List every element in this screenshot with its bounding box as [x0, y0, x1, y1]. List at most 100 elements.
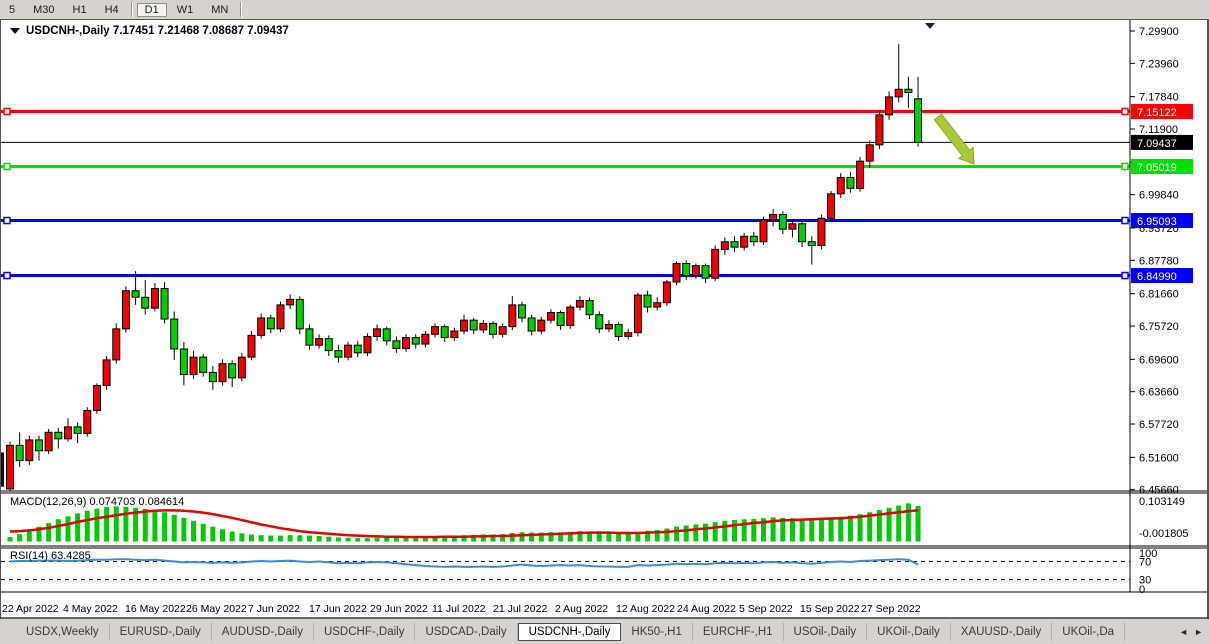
candle-body	[334, 350, 343, 358]
candle	[170, 311, 179, 360]
macd-bar	[258, 535, 264, 542]
macd-signal-line	[9, 509, 919, 539]
tab-usdcnh-daily[interactable]: USDCNH-,Daily	[517, 622, 622, 641]
candle-body	[218, 363, 227, 383]
macd-bar	[905, 503, 911, 542]
candle-body	[373, 328, 382, 337]
candle-body	[73, 426, 82, 434]
price-axis-label: 6.87780	[1139, 255, 1179, 267]
tab-usdcad-daily[interactable]: USDCAD-,Daily	[415, 622, 518, 641]
candle-body	[807, 241, 816, 247]
macd-bar	[413, 537, 419, 542]
macd-bar	[384, 537, 390, 542]
candle	[373, 324, 382, 341]
candle	[344, 341, 353, 361]
down-arrow-annotation[interactable]	[933, 113, 975, 165]
candle	[363, 333, 372, 357]
candle	[730, 236, 739, 253]
symbol-dropdown-icon[interactable]	[10, 28, 20, 34]
candle-body	[508, 304, 517, 328]
timeframe-button-m30[interactable]: M30	[33, 3, 55, 16]
timeframe-button-5[interactable]: 5	[9, 3, 16, 16]
macd-bar	[306, 535, 312, 542]
macd-bar	[268, 535, 274, 542]
tab-ukoil-daily[interactable]: UKOil-,Daily	[867, 622, 951, 641]
tab-ukoil-da[interactable]: UKOil-,Da	[1052, 622, 1126, 641]
macd-bar	[799, 518, 805, 542]
hline-handle[interactable]	[3, 271, 11, 280]
date-axis-label: 11 Jul 2022	[432, 603, 486, 615]
macd-bar	[654, 530, 660, 542]
candle-body	[865, 144, 874, 162]
price-badge-bg	[1131, 134, 1193, 150]
candle-body	[15, 444, 24, 462]
tab-scroll-left-icon[interactable]: ◄	[1179, 626, 1189, 637]
candle-body	[460, 319, 469, 332]
macd-bar	[123, 506, 129, 542]
tab-usoil-daily[interactable]: USOil-,Daily	[784, 622, 868, 641]
macd-bar	[896, 505, 902, 542]
tab-xauusd-daily[interactable]: XAUUSD-,Daily	[951, 622, 1053, 641]
candle	[353, 340, 362, 358]
candle-body	[517, 304, 526, 319]
candle-body	[595, 314, 604, 330]
candle-body	[353, 344, 362, 354]
hline-handle[interactable]	[1121, 216, 1129, 225]
candle	[218, 359, 227, 386]
tab-eurusd-daily[interactable]: EURUSD-,Daily	[110, 622, 212, 641]
candle	[450, 327, 459, 341]
candle	[324, 335, 333, 357]
candle-body	[431, 326, 440, 335]
tab-usdchf-daily[interactable]: USDCHF-,Daily	[314, 622, 416, 641]
price-badge: 6.95093	[1131, 213, 1193, 229]
candle	[25, 435, 34, 465]
macd-bar	[828, 518, 834, 542]
tab-scroll-right-icon[interactable]: ►	[1194, 626, 1203, 637]
candle-body	[6, 444, 14, 490]
timeframe-button-w1[interactable]: W1	[176, 3, 194, 16]
macd-bar	[26, 530, 32, 542]
hline-handle[interactable]	[3, 216, 11, 225]
macd-bar	[432, 536, 438, 542]
macd-bar	[171, 514, 177, 542]
tab-audusd-daily[interactable]: AUDUSD-,Daily	[212, 622, 314, 641]
tab-eurchf-h1[interactable]: EURCHF-,H1	[693, 622, 784, 641]
hline-handle[interactable]	[3, 162, 11, 171]
candle	[276, 301, 285, 333]
hline-handle[interactable]	[1121, 271, 1129, 280]
candle-body	[817, 217, 826, 247]
macd-bar	[712, 522, 718, 542]
candle-body	[711, 248, 720, 279]
candle	[662, 279, 671, 306]
candle	[83, 407, 92, 437]
macd-axis-label: 0.103149	[1139, 496, 1185, 508]
tab-usdx-weekly[interactable]: USDX,Weekly	[16, 622, 110, 641]
hline-handle[interactable]	[3, 107, 11, 116]
candle	[836, 173, 845, 199]
macd-bar	[886, 507, 892, 542]
toolbar-separator	[130, 2, 133, 17]
timeframe-button-h1[interactable]: H1	[72, 3, 87, 16]
candle	[759, 216, 768, 245]
candle	[527, 314, 536, 336]
price-axis-label: 6.45660	[1139, 485, 1179, 497]
macd-bar	[326, 536, 332, 542]
candle-body	[266, 317, 275, 330]
macd-bar	[915, 505, 921, 542]
hline-handle[interactable]	[1121, 107, 1129, 116]
candle-body	[914, 98, 923, 143]
candle-body	[749, 235, 758, 243]
hline-handle[interactable]	[1121, 162, 1129, 171]
timeframe-button-d1[interactable]: D1	[136, 2, 167, 17]
timeframe-button-mn[interactable]: MN	[211, 3, 229, 16]
candle	[179, 341, 188, 386]
tab-hk50-h1[interactable]: HK50-,H1	[621, 622, 693, 641]
macd-bar	[587, 531, 593, 542]
candle-body	[63, 426, 72, 440]
timeframe-button-h4[interactable]: H4	[104, 3, 119, 16]
price-badge-bg	[1131, 213, 1193, 229]
candle-body	[633, 294, 642, 334]
chart-title: USDCNH-,Daily 7.17451 7.21468 7.08687 7.…	[26, 25, 289, 37]
candle-body	[421, 333, 430, 345]
candle-body	[25, 439, 34, 462]
